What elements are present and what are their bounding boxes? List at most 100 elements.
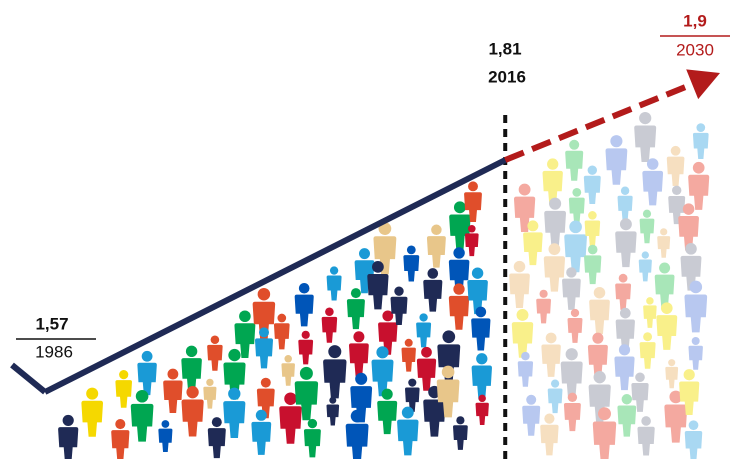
person-head (328, 345, 342, 359)
person-icon (279, 392, 302, 444)
person-head (431, 224, 442, 236)
person-head (521, 351, 530, 361)
person-head (325, 307, 334, 317)
person-body (511, 322, 534, 358)
person-head (372, 260, 384, 273)
person-body (631, 383, 649, 412)
person-icon (423, 268, 443, 312)
person-icon (583, 165, 601, 204)
person-icon (668, 185, 686, 225)
person-body (684, 431, 703, 459)
person-body (115, 380, 132, 408)
person-icon (617, 186, 633, 221)
person-head (572, 187, 582, 197)
person-icon (688, 337, 703, 370)
person-head (468, 181, 478, 192)
person-icon (584, 244, 602, 285)
person-body (251, 421, 272, 455)
person-icon (273, 313, 290, 350)
person-body (471, 365, 492, 400)
person-head (549, 197, 562, 210)
person-icon (403, 245, 420, 282)
person-head (353, 331, 365, 343)
person-icon (544, 197, 566, 248)
person-icon (567, 308, 583, 343)
person-body (639, 342, 656, 369)
person-body (583, 175, 601, 204)
person-head (567, 392, 578, 403)
person-icon (223, 387, 246, 439)
person-body (448, 259, 470, 294)
person-body (256, 388, 275, 419)
value-label: 1,9 (683, 11, 707, 30)
person-head (350, 409, 364, 423)
person-icon (252, 287, 276, 340)
person-head (239, 310, 251, 323)
person-body (523, 232, 543, 266)
person-body (405, 387, 420, 412)
person-head (135, 389, 149, 403)
person-head (539, 289, 548, 298)
person-head (588, 211, 597, 220)
person-body (281, 363, 295, 386)
person-head (211, 417, 222, 428)
person-body (207, 428, 226, 459)
person-icon (560, 348, 583, 399)
person-icon (367, 260, 389, 310)
person-icon (588, 371, 611, 422)
person-icon (294, 282, 314, 327)
person-head (478, 394, 486, 403)
person-head (610, 135, 623, 148)
person-body (223, 362, 246, 400)
person-icon (294, 366, 319, 421)
person-head (587, 244, 598, 255)
person-icon (467, 267, 488, 315)
person-head (427, 268, 439, 279)
person-head (598, 407, 611, 421)
person-icon (111, 419, 130, 459)
person-body (567, 317, 583, 343)
person-icon (615, 307, 635, 352)
person-icon (298, 330, 314, 365)
person-icon (345, 409, 369, 459)
person-head (453, 283, 465, 295)
person-body (605, 148, 628, 185)
person-body (634, 125, 657, 163)
person-icon (350, 372, 373, 423)
person-body (513, 196, 536, 233)
person-head (569, 139, 580, 150)
person-icon (639, 209, 655, 244)
person-head (566, 267, 577, 278)
person-body (684, 294, 708, 333)
person-icon (679, 369, 700, 416)
person-body (207, 344, 223, 371)
person-body (346, 299, 365, 330)
person-icon (181, 386, 204, 437)
person-head (516, 308, 529, 321)
person-icon (223, 348, 246, 400)
person-body (543, 256, 566, 292)
person-body (234, 323, 256, 359)
person-icon (637, 416, 655, 456)
person-head (551, 379, 560, 388)
person-body (542, 170, 563, 205)
person-icon (207, 335, 223, 371)
person-body (678, 216, 699, 251)
person-head (206, 378, 214, 387)
person-head (691, 337, 700, 345)
person-head (476, 353, 488, 365)
person-icon (615, 273, 632, 310)
person-icon (475, 394, 489, 425)
person-head (119, 370, 129, 380)
person-icon (137, 350, 157, 396)
person-head (299, 366, 313, 380)
person-icon (256, 377, 275, 419)
person-icon (303, 418, 321, 458)
person-body (467, 279, 488, 315)
year-label: 2030 (676, 40, 714, 59)
person-body (540, 424, 559, 456)
person-head (670, 145, 681, 156)
person-icon (564, 220, 587, 273)
person-icon (540, 413, 559, 456)
person-body (509, 273, 530, 308)
